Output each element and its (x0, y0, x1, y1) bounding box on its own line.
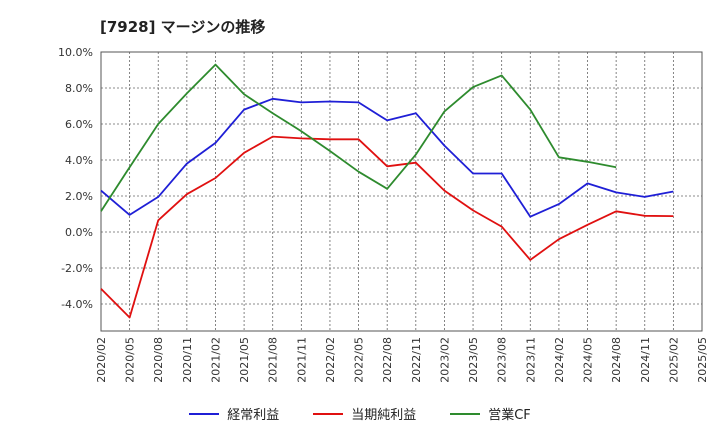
series-line-2 (100, 135, 674, 319)
x-tick-label: 2021/11 (295, 337, 308, 383)
x-tick-label: 2022/08 (381, 337, 394, 383)
legend-label: 当期純利益 (351, 408, 417, 423)
series-line-3 (100, 63, 617, 212)
y-tick-label: 6.0% (65, 118, 93, 131)
x-tick-label: 2021/05 (238, 337, 251, 383)
x-tick-label: 2022/11 (410, 337, 423, 383)
x-tick-label: 2024/02 (553, 337, 566, 383)
legend-swatch (450, 412, 481, 415)
line-chart: -4.0% -2.0% 0.0% 2.0% 4.0% 6.0% 8.0% 10.0% 2020… (58, 46, 709, 383)
y-tick-label: 8.0% (65, 82, 93, 95)
x-tick-label: 2025/05 (696, 337, 709, 383)
chart-legend: 経常利益 当期純利益 営業CF (0, 404, 720, 423)
series-line-1 (100, 97, 674, 218)
legend-label: 営業CF (488, 408, 531, 423)
x-tick-label: 2020/08 (152, 337, 165, 383)
y-tick-label: -2.0% (61, 262, 93, 275)
grid-lines (101, 51, 702, 331)
x-tick-label: 2022/02 (324, 337, 337, 383)
y-axis-ticks: -4.0% -2.0% 0.0% 2.0% 4.0% 6.0% 8.0% 10.0% (58, 46, 93, 311)
legend-item: 当期純利益 (313, 404, 416, 423)
x-tick-label: 2024/05 (582, 337, 595, 383)
legend-swatch (189, 412, 220, 415)
x-tick-label: 2020/11 (181, 337, 194, 383)
x-tick-label: 2021/02 (209, 337, 222, 383)
x-tick-label: 2023/05 (467, 337, 480, 383)
y-tick-label: -4.0% (61, 298, 93, 311)
y-tick-label: 2.0% (65, 190, 93, 203)
legend-swatch (313, 412, 344, 415)
x-tick-label: 2025/02 (667, 337, 680, 383)
legend-item: 経常利益 (189, 404, 279, 423)
x-tick-label: 2022/05 (353, 337, 366, 383)
x-tick-label: 2020/02 (95, 337, 108, 383)
y-tick-label: 4.0% (65, 154, 93, 167)
chart-title: [7928] マージンの推移 (100, 18, 266, 36)
y-tick-label: 10.0% (58, 46, 93, 59)
y-tick-label: 0.0% (65, 226, 93, 239)
x-tick-label: 2023/08 (496, 337, 509, 383)
x-tick-label: 2024/11 (639, 337, 652, 383)
x-tick-label: 2024/08 (610, 337, 623, 383)
legend-label: 経常利益 (227, 408, 280, 423)
legend-item: 営業CF (450, 404, 531, 423)
x-axis-ticks: 2020/02 2020/05 2020/08 2020/11 2021/02 2021/… (95, 337, 709, 383)
x-tick-label: 2023/11 (524, 337, 537, 383)
x-tick-label: 2023/02 (438, 337, 451, 383)
x-tick-label: 2020/05 (124, 337, 137, 383)
x-tick-label: 2021/08 (267, 337, 280, 383)
series-lines (100, 63, 674, 319)
